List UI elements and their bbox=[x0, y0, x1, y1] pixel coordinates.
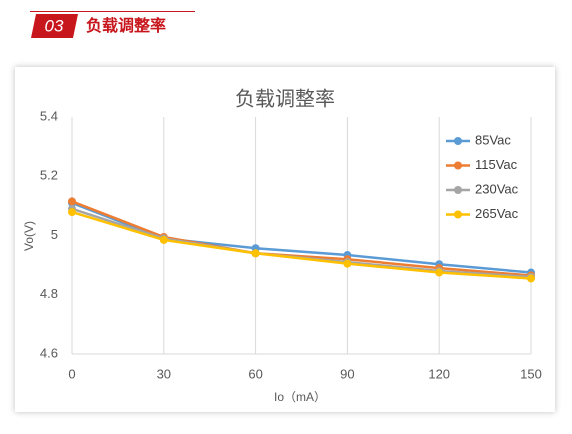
data-point bbox=[68, 197, 76, 206]
x-tick-label: 120 bbox=[428, 366, 450, 381]
data-point bbox=[343, 259, 352, 268]
data-point bbox=[527, 274, 535, 283]
legend-label: 115Vac bbox=[475, 157, 518, 172]
header-title: 负载调整率 bbox=[86, 16, 166, 35]
data-point bbox=[68, 208, 76, 217]
legend-marker bbox=[454, 186, 462, 194]
legend-marker bbox=[454, 161, 462, 170]
x-axis-label: Io（mA） bbox=[274, 390, 326, 404]
legend-label: 230Vac bbox=[475, 181, 519, 196]
y-axis-label: Vo(V) bbox=[22, 221, 36, 251]
y-tick-label: 5.2 bbox=[40, 168, 58, 183]
y-tick-label: 5 bbox=[51, 227, 58, 242]
chart-title: 负载调整率 bbox=[235, 87, 335, 110]
x-tick-label: 30 bbox=[157, 366, 171, 381]
legend-label: 265Vac bbox=[475, 206, 519, 221]
data-point bbox=[435, 268, 444, 277]
y-tick-label: 4.8 bbox=[40, 286, 58, 301]
x-tick-label: 150 bbox=[520, 366, 542, 381]
x-tick-label: 90 bbox=[340, 366, 354, 381]
x-tick-label: 0 bbox=[68, 366, 75, 381]
legend-marker bbox=[454, 137, 462, 145]
header-badge bbox=[31, 14, 78, 38]
data-point bbox=[251, 249, 260, 258]
legend-marker bbox=[454, 210, 462, 219]
series-line bbox=[71, 210, 532, 280]
legend-label: 85Vac bbox=[475, 132, 511, 147]
y-tick-label: 5.4 bbox=[40, 108, 58, 123]
header: 03 负载调整率 bbox=[30, 11, 195, 38]
y-tick-label: 4.6 bbox=[40, 345, 58, 360]
data-point bbox=[159, 235, 168, 244]
x-tick-label: 60 bbox=[248, 366, 262, 381]
header-number: 03 bbox=[45, 16, 64, 35]
series-line bbox=[71, 200, 532, 277]
